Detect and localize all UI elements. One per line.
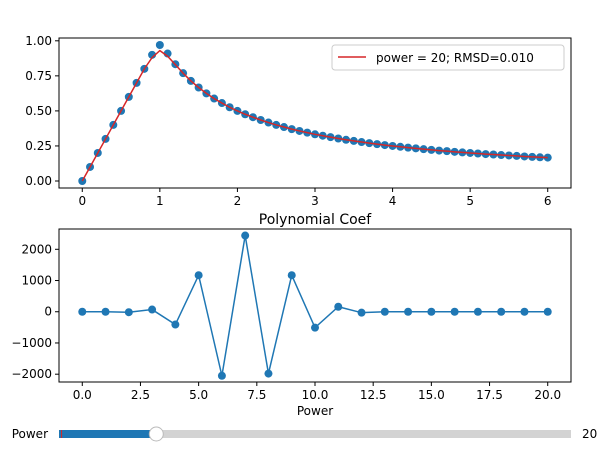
data-point bbox=[155, 41, 164, 50]
coef-point bbox=[427, 307, 436, 316]
y-tick-label: 0 bbox=[44, 305, 52, 319]
coef-title: Polynomial Coef bbox=[259, 212, 373, 228]
fit-line bbox=[81, 49, 548, 182]
coef-point bbox=[473, 307, 482, 316]
x-tick-label: 0 bbox=[78, 194, 86, 208]
legend-box bbox=[331, 44, 565, 71]
coef-point bbox=[520, 307, 529, 316]
coef-point bbox=[311, 323, 319, 332]
x-tick-label: 6 bbox=[544, 194, 552, 208]
x-tick-label: 7.5 bbox=[247, 388, 266, 402]
coef-point bbox=[171, 320, 180, 329]
y-tick-label: −1000 bbox=[11, 336, 52, 350]
power-slider[interactable]: Power 20 bbox=[12, 426, 598, 442]
coef-point bbox=[543, 307, 552, 316]
coef-point bbox=[404, 307, 413, 316]
slider-handle[interactable] bbox=[148, 426, 164, 442]
coef-point bbox=[124, 308, 133, 317]
coef-point bbox=[497, 307, 506, 316]
x-tick-label: 4 bbox=[389, 194, 397, 208]
y-tick-label: 0.25 bbox=[25, 139, 52, 153]
legend: power = 20; RMSD=0.010 bbox=[331, 44, 565, 71]
y-tick-label: 0.00 bbox=[25, 174, 52, 188]
coef-point bbox=[148, 305, 157, 314]
x-tick-label: 15.0 bbox=[418, 388, 445, 402]
coef-point bbox=[194, 271, 203, 280]
x-tick-label: 5.0 bbox=[189, 388, 208, 402]
x-tick-label: 10.0 bbox=[302, 388, 329, 402]
y-tick-label: 2000 bbox=[21, 242, 52, 256]
bottom-axes bbox=[58, 228, 572, 383]
slider-fill bbox=[59, 430, 157, 438]
coef-point bbox=[217, 371, 226, 380]
y-tick-label: 1.00 bbox=[25, 34, 52, 48]
x-tick-label: 0.0 bbox=[73, 388, 92, 402]
coef-point bbox=[264, 369, 273, 378]
x-tick-label: 2.5 bbox=[131, 388, 150, 402]
x-tick-label: 17.5 bbox=[476, 388, 503, 402]
x-tick-label: 12.5 bbox=[360, 388, 387, 402]
coef-point bbox=[334, 302, 343, 311]
legend-label: power = 20; RMSD=0.010 bbox=[376, 51, 534, 65]
coef-xlabel: Power bbox=[297, 404, 333, 418]
coef-point bbox=[357, 308, 366, 317]
coef-point bbox=[101, 307, 110, 316]
x-tick-label: 20.0 bbox=[534, 388, 561, 402]
x-tick-label: 2 bbox=[234, 194, 242, 208]
coef-point bbox=[287, 271, 296, 280]
x-tick-label: 1 bbox=[156, 194, 164, 208]
y-tick-label: 1000 bbox=[21, 274, 52, 288]
y-tick-label: 0.75 bbox=[25, 69, 52, 83]
slider-label: Power bbox=[12, 427, 48, 441]
coef-point bbox=[78, 307, 87, 316]
y-tick-label: 0.50 bbox=[25, 104, 52, 118]
slider-value: 20 bbox=[582, 427, 597, 441]
y-tick-label: −2000 bbox=[11, 367, 52, 381]
x-tick-label: 3 bbox=[311, 194, 319, 208]
x-tick-label: 5 bbox=[466, 194, 474, 208]
slider-track[interactable] bbox=[59, 430, 571, 438]
coef-point bbox=[380, 307, 389, 316]
coef-point bbox=[450, 307, 459, 316]
coef-point bbox=[241, 231, 250, 240]
